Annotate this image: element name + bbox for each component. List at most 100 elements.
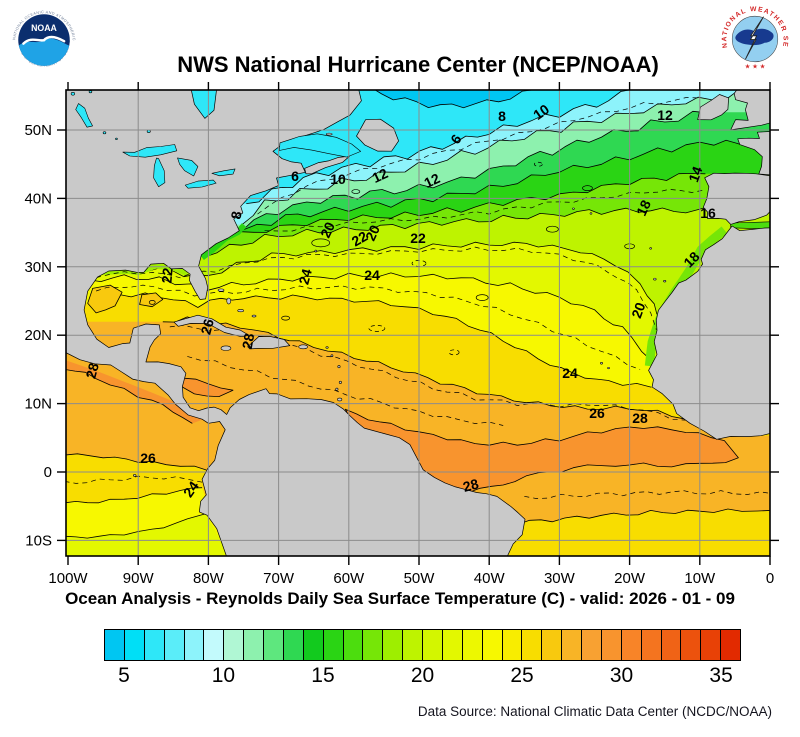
colorbar-segment — [681, 630, 702, 660]
colorbar-tick-labels: 5 10 15 20 25 30 35 — [0, 664, 800, 692]
noaa-logo-sea — [18, 38, 70, 66]
colorbar-tick-label: 30 — [609, 664, 634, 687]
contour-label: 22 — [410, 230, 426, 246]
colorbar-segment — [244, 630, 264, 660]
contour-label: 16 — [700, 205, 716, 221]
lon-label: 60W — [333, 570, 365, 587]
colorbar-segment — [383, 630, 404, 660]
lat-label: 10N — [24, 396, 52, 413]
contour-label: 8 — [498, 108, 506, 124]
colorbar-segment — [621, 630, 642, 660]
colorbar-segment — [323, 630, 344, 660]
colorbar-segment — [184, 630, 205, 660]
colorbar-segment — [582, 630, 602, 660]
colorbar-segment — [721, 630, 740, 660]
contour-label: 24 — [295, 267, 315, 286]
contour-label: 24 — [562, 365, 578, 381]
colorbar-segment — [264, 630, 284, 660]
colorbar-segment — [144, 630, 165, 660]
colorbar-segment — [601, 630, 622, 660]
lat-label: 30N — [24, 259, 52, 276]
colorbar-tick-label: 10 — [211, 664, 236, 687]
lat-label: 40N — [24, 190, 52, 207]
colorbar-segment — [423, 630, 443, 660]
colorbar-segment — [701, 630, 722, 660]
temperature-colorbar — [104, 629, 741, 661]
colorbar-segment — [204, 630, 225, 660]
lon-label: 0 — [766, 570, 774, 587]
contour-label: 26 — [197, 317, 217, 336]
contour-label: 12 — [421, 170, 442, 191]
nws-lightning-bolt — [745, 16, 764, 60]
nws-ring-stars: ★ ★ ★ — [745, 64, 766, 71]
map-caption: Ocean Analysis - Reynolds Daily Sea Surf… — [65, 589, 735, 608]
lon-label: 90W — [123, 570, 155, 587]
lon-label: 20W — [614, 570, 646, 587]
contour-label: 28 — [461, 475, 480, 495]
colorbar-segment — [224, 630, 245, 660]
contour-label: 20 — [628, 300, 648, 320]
colorbar-segment — [343, 630, 364, 660]
noaa-gull-right-wing — [42, 35, 66, 43]
contour-label: 10 — [330, 171, 346, 187]
lat-label: 50N — [24, 122, 52, 139]
contour-label: 18 — [633, 197, 654, 218]
colorbar-segment — [641, 630, 662, 660]
lon-label: 70W — [263, 570, 295, 587]
lat-label: 10S — [25, 532, 52, 549]
colorbar-segment — [442, 630, 463, 660]
colorbar-tick-label: 20 — [410, 664, 435, 687]
lon-label: 30W — [544, 570, 576, 587]
contour-label: 22 — [158, 267, 175, 284]
contour-label: 14 — [685, 164, 705, 184]
nws-logo: NATIONAL WEATHER SERVICE ★ ★ ★ — [720, 4, 789, 73]
colorbar-segment — [303, 630, 324, 660]
page-title: NWS National Hurricane Center (NCEP/NOAA… — [177, 52, 659, 77]
contour-label: 26 — [589, 405, 605, 421]
colorbar-tick-label: 35 — [709, 664, 733, 687]
contour-label: 22 — [349, 228, 371, 250]
contour-label: 24 — [364, 267, 380, 283]
colorbar-segment — [502, 630, 523, 660]
colorbar-segment — [661, 630, 682, 660]
contour-label: 12 — [369, 165, 390, 186]
contour-label: 28 — [239, 332, 257, 350]
colorbar-segment — [462, 630, 483, 660]
contour-label: 12 — [657, 107, 673, 123]
colorbar-segment — [164, 630, 185, 660]
contour-label: 8 — [228, 210, 245, 221]
colorbar-segment — [482, 630, 503, 660]
lon-label: 100W — [48, 570, 88, 587]
colorbar-segment — [542, 630, 563, 660]
colorbar-segment — [403, 630, 423, 660]
noaa-logo: NATIONAL OCEANIC AND ATMOSPHERIC ADMINIS… — [10, 6, 78, 74]
colorbar-segment — [124, 630, 145, 660]
lon-label: 10W — [684, 570, 716, 587]
contour-label: 28 — [82, 361, 102, 380]
noaa-logo-text: NOAA — [31, 23, 57, 33]
axis-labels: 50N 40N 30N 20N 10N 0 10S 100W 90W 80W 70W 60W 50W 40… — [24, 122, 774, 587]
data-source-text: Data Source: National Climatic Data Cent… — [417, 704, 772, 719]
colorbar-tick-label: 5 — [118, 664, 130, 687]
lat-label: 20N — [24, 327, 52, 344]
contour-label: 20 — [362, 222, 383, 243]
lon-label: 40W — [474, 570, 506, 587]
colorbar-segment — [283, 630, 304, 660]
lon-label: 80W — [193, 570, 225, 587]
map-frame — [57, 82, 779, 565]
contour-label: 28 — [632, 410, 648, 426]
colorbar-tick-label: 15 — [311, 664, 335, 687]
colorbar-tick-label: 25 — [510, 664, 534, 687]
lon-label: 50W — [404, 570, 436, 587]
colorbar-segment — [105, 630, 125, 660]
lat-label: 0 — [44, 464, 52, 481]
colorbar-segment — [363, 630, 384, 660]
contour-label: 20 — [317, 219, 338, 240]
colorbar-segment — [522, 630, 543, 660]
contour-label: 6 — [291, 168, 299, 184]
colorbar-segment — [562, 630, 582, 660]
noaa-gull-left-wing — [22, 38, 46, 45]
